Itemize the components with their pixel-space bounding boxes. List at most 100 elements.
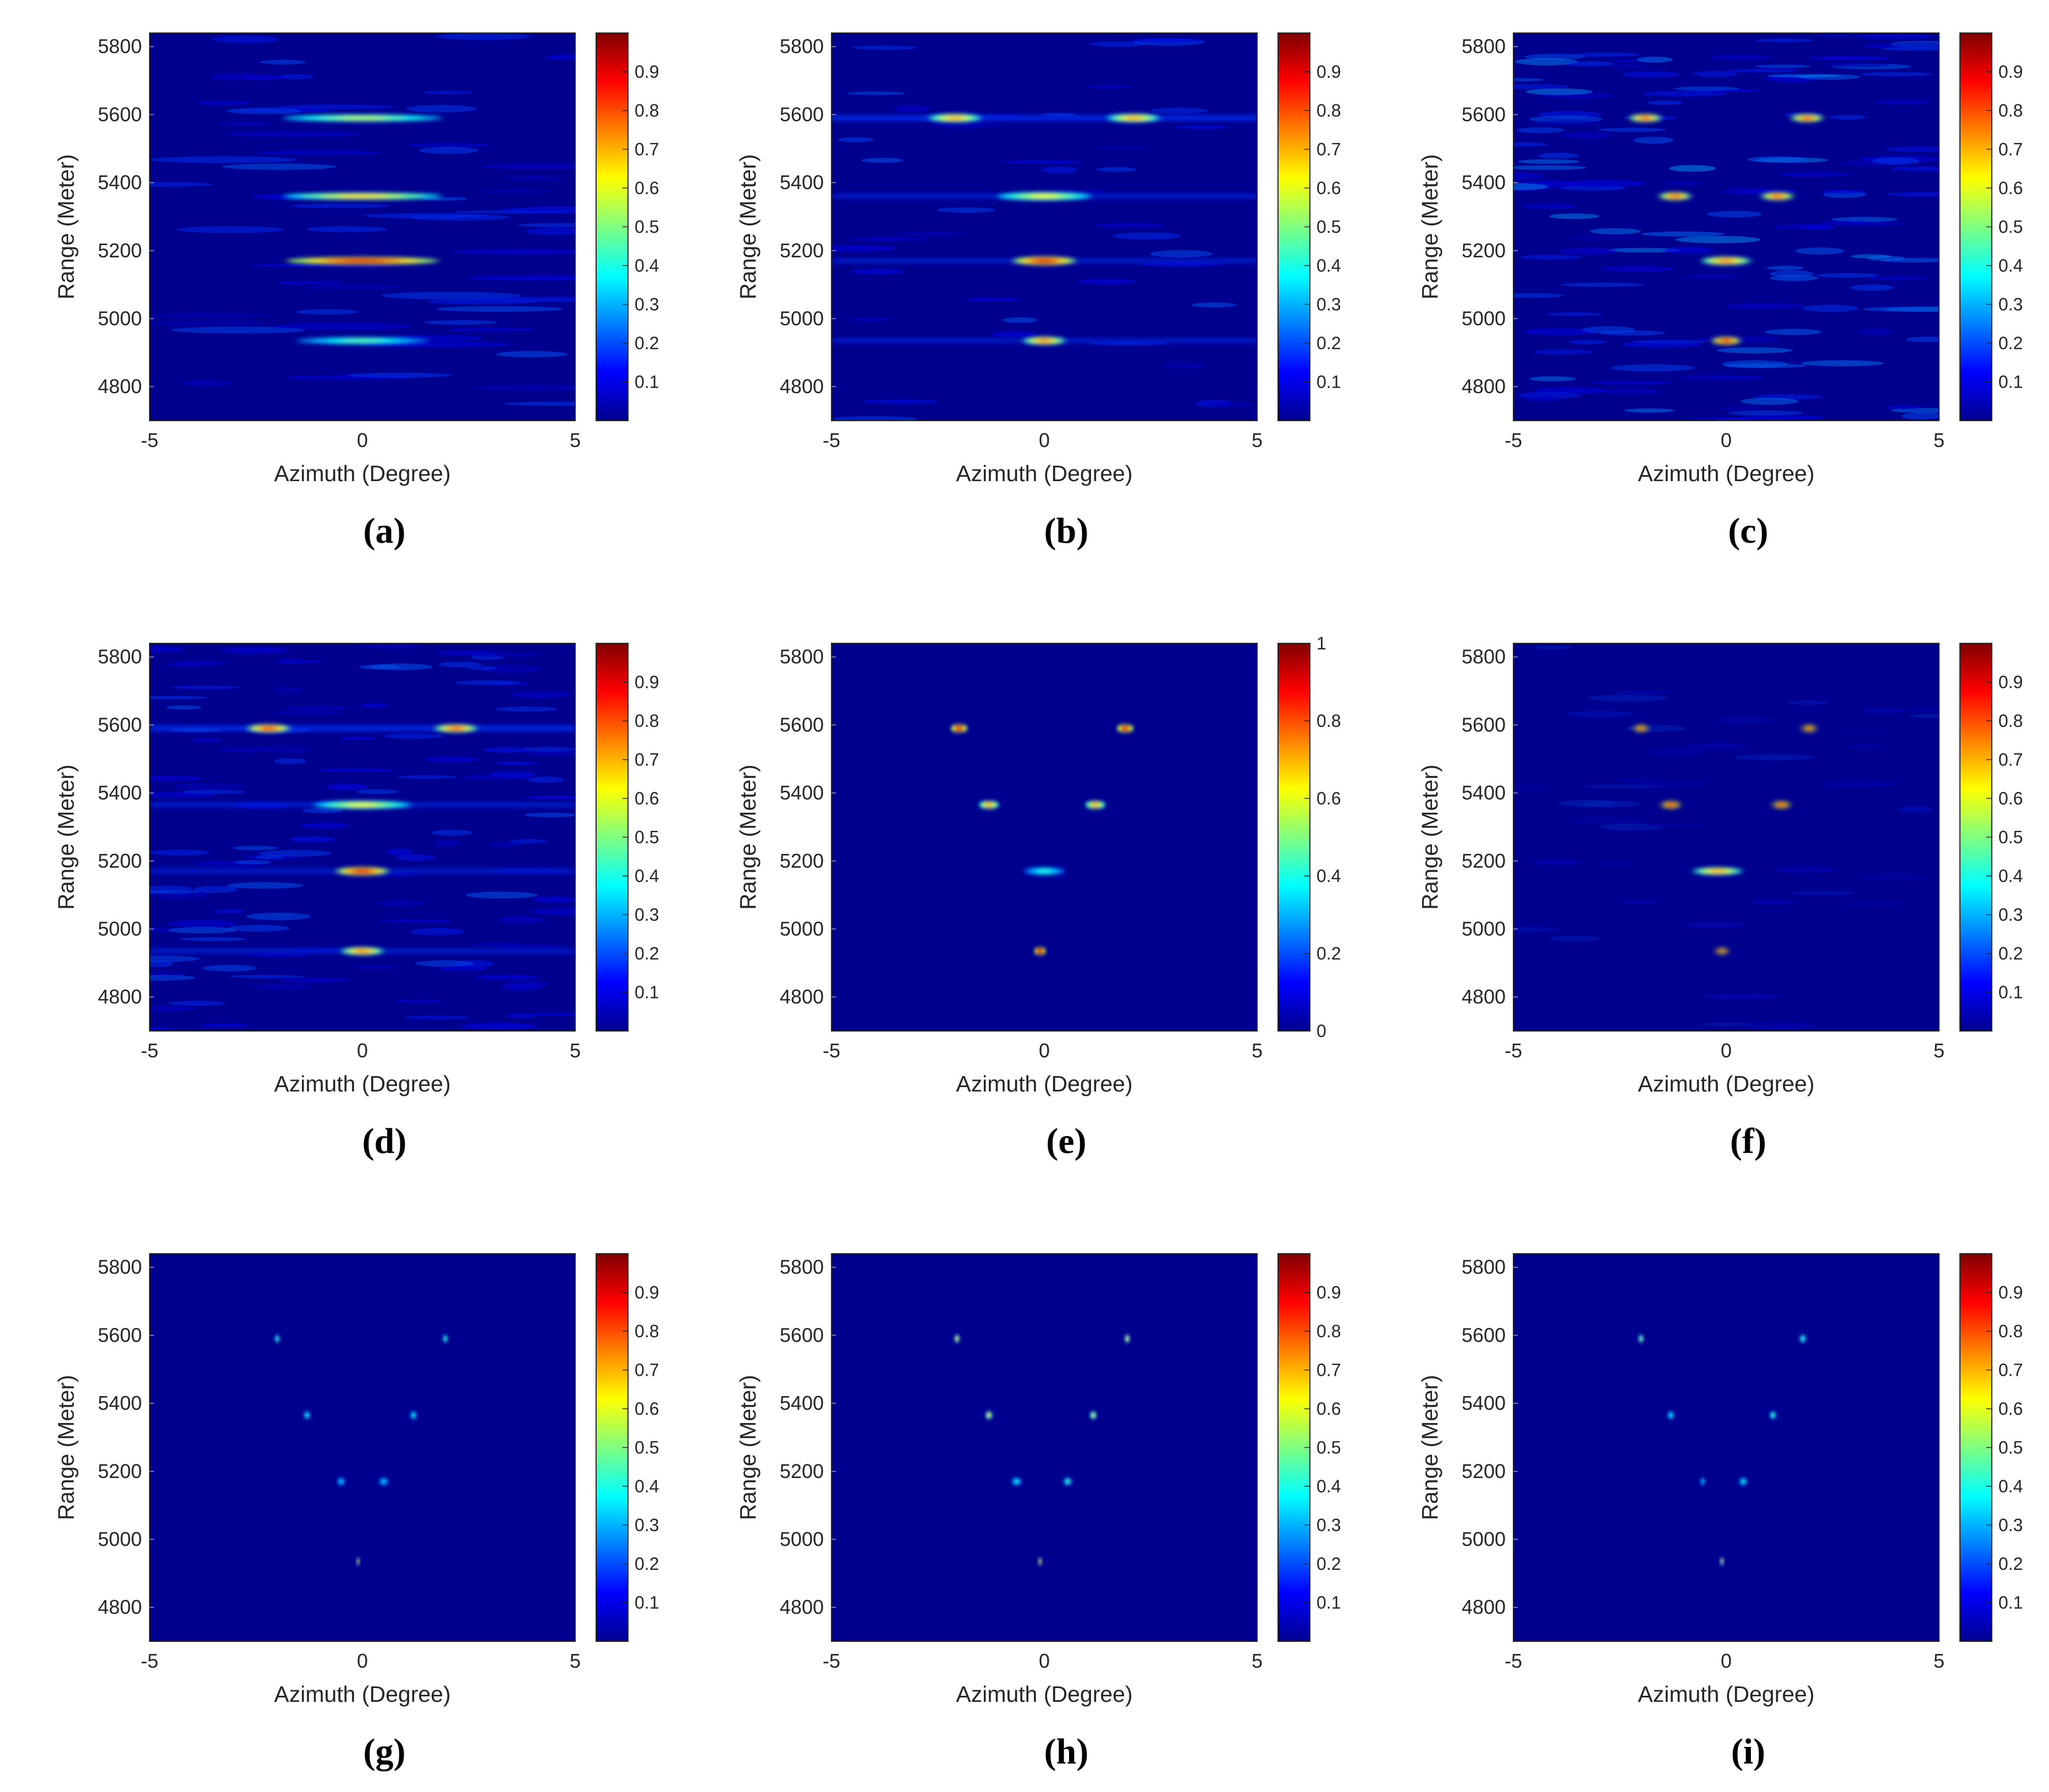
target-f-2 [1662,801,1680,809]
target-d-4 [342,947,383,955]
colorbar-tick-label: 0.7 [635,1360,659,1380]
colorbar-tick-label: 0.5 [635,828,659,847]
colorbar-tick-label: 0.7 [1998,140,2023,159]
colorbar-tick-label: 0.5 [1998,1438,2023,1458]
colorbar-tick-label: 0.8 [635,711,659,731]
colorbar-tick-label: 0.6 [635,789,659,808]
plot-background [1513,33,1939,421]
panel-f: 5800 5600 5400 5200 5000 4800 -5 0 5 Azimuth (Deg… [1417,643,2023,1161]
plot-background [831,1254,1257,1641]
plot-area [150,1254,575,1641]
target-h-6 [1038,1558,1042,1565]
colorbar-tick-label: 0.5 [1998,217,2023,237]
target-f-4 [1693,867,1742,875]
target-i-6 [1720,1558,1724,1565]
colorbar-tick-label: 0.8 [635,1321,659,1341]
colorbar-tick-label: 0.5 [635,217,659,237]
background-texture [1513,645,1939,1029]
plot-area [831,33,1257,421]
plot-area [1513,1254,1939,1641]
y-tick-label: 5400 [780,171,824,194]
y-tick-label: 5000 [1462,1528,1506,1550]
colorbar-tick-label: 0.8 [635,101,659,120]
y-tick-label: 5200 [780,1460,824,1482]
colorbar-tick-label: 0.7 [1998,750,2023,770]
target-b-1 [1108,114,1160,122]
y-tick-label: 5200 [1462,239,1506,262]
colorbar-tick-label: 0.3 [1998,905,2023,925]
panel-caption: (c) [1728,511,1768,551]
axes-frame [149,643,576,1032]
target-g-5 [378,1478,389,1485]
colorbar-tick-label: 0.7 [1317,140,1341,159]
colorbar-tick-label: 1 [1317,633,1326,653]
target-b-4 [1023,337,1065,345]
colorbar-tick-label: 0.2 [1998,333,2023,353]
colorbar-tick-label: 0.4 [1998,866,2023,886]
x-tick-label: -5 [1505,429,1522,451]
colorbar-tick-label: 0.1 [1317,372,1341,392]
colorbar-tick-label: 0.8 [1998,101,2023,120]
target-c-0 [1629,114,1661,122]
y-axis-label: Range (Meter) [1417,1375,1442,1520]
y-axis-label: Range (Meter) [53,1375,79,1520]
target-i-5 [1739,1478,1748,1485]
colorbar-tick-label: 0.1 [1998,372,2023,392]
target-f-5 [1716,947,1727,955]
plot-area [1513,33,1939,421]
x-axis-label: Azimuth (Degree) [274,461,450,486]
colorbar-tick-label: 0.3 [1998,1515,2023,1535]
y-tick-label: 5600 [780,713,824,736]
y-tick-label: 4800 [780,985,824,1008]
x-tick-label: 5 [1934,429,1945,451]
y-tick-label: 5000 [1462,307,1506,329]
target-d-3 [336,867,389,875]
x-tick-label: 5 [570,429,581,451]
target-e-1 [1116,724,1134,732]
y-tick-label: 5000 [780,307,824,329]
colorbar-tick-label: 0.2 [1317,944,1341,963]
colorbar-tick-label: 0.3 [635,1515,659,1535]
y-tick-label: 5600 [98,103,142,125]
target-e-5 [1034,947,1046,955]
y-tick-label: 5600 [780,1324,824,1346]
target-g-2 [304,1411,311,1419]
target-i-3 [1769,1411,1777,1419]
colorbar-tick-label: 0.6 [1317,1399,1341,1419]
y-axis-label: Range (Meter) [53,764,79,909]
target-h-3 [1089,1411,1097,1419]
colorbar-tick-label: 0.2 [1317,333,1341,353]
panel-caption: (h) [1044,1732,1089,1772]
y-tick-label: 5000 [98,917,142,940]
target-a-0 [283,114,442,122]
x-tick-label: 5 [1934,1039,1945,1062]
axes-frame [1513,1253,1940,1642]
colorbar-tick-label: 0.8 [1998,711,2023,731]
colorbar-tick-label: 0.7 [635,750,659,770]
y-tick-label: 4800 [1462,375,1506,398]
panel-caption: (d) [362,1121,407,1161]
x-axis-label: Azimuth (Degree) [1638,1071,1814,1096]
colorbar-tick-label: 0.5 [1317,1438,1341,1458]
colorbar-tick-label: 0.9 [1317,62,1341,82]
x-tick-label: 0 [1039,429,1050,451]
y-tick-label: 5600 [98,713,142,736]
x-tick-label: 5 [1252,429,1263,451]
target-h-1 [1125,1335,1130,1342]
target-h-5 [1063,1478,1072,1485]
y-tick-label: 5200 [780,239,824,262]
target-i-4 [1700,1478,1706,1485]
target-b-0 [929,114,981,122]
y-tick-label: 4800 [98,985,142,1008]
target-d-2 [313,801,411,809]
y-tick-label: 5800 [98,1256,142,1278]
x-axis-label: Azimuth (Degree) [1638,461,1814,486]
y-tick-label: 5000 [98,307,142,329]
colorbar-tick-label: 0.4 [635,256,659,275]
plot-background [831,33,1257,421]
colorbar-tick-label: 0.8 [1317,711,1341,731]
target-i-1 [1799,1335,1806,1342]
y-tick-label: 4800 [98,1596,142,1618]
target-f-3 [1773,801,1789,809]
